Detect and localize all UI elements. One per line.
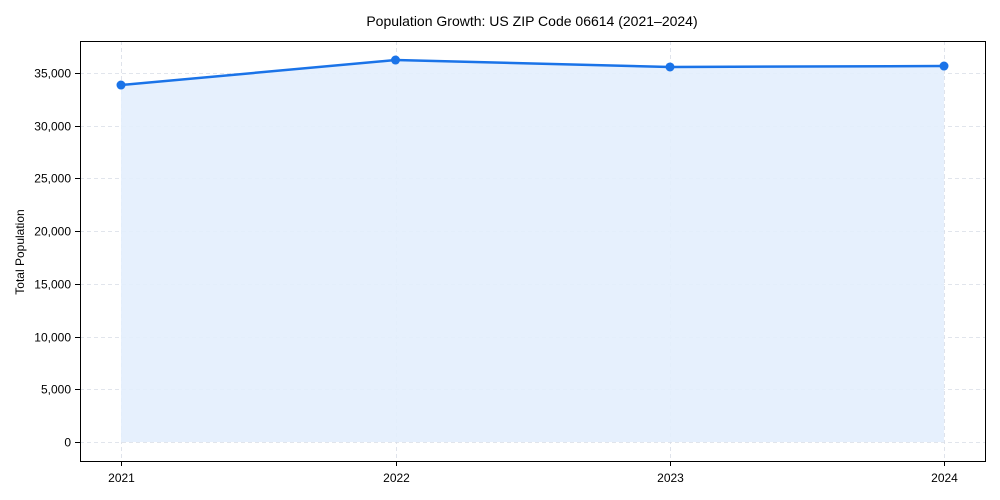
y-tick-label: 0 (64, 436, 71, 450)
y-tick-label: 30,000 (34, 120, 71, 134)
y-tick-label: 20,000 (34, 225, 71, 239)
x-tick-label: 2024 (931, 471, 958, 485)
y-tick-label: 35,000 (34, 67, 71, 81)
area-fill (121, 60, 944, 443)
chart-title: Population Growth: US ZIP Code 06614 (20… (366, 13, 697, 29)
x-axis: 2021 2022 2023 2024 (108, 461, 958, 485)
data-point (391, 55, 400, 65)
y-axis-label: Total Population (13, 209, 27, 294)
y-tick-label: 5,000 (41, 383, 71, 397)
y-axis: 0 5,000 10,000 15,000 20,000 25,000 30,000 35,0… (34, 67, 80, 450)
population-line (120, 58, 945, 87)
x-tick-label: 2022 (383, 471, 410, 485)
y-tick-label: 25,000 (34, 172, 71, 186)
plot-frame (80, 41, 986, 462)
data-point (665, 62, 675, 72)
data-point (939, 61, 949, 71)
data-point (116, 80, 126, 90)
x-tick-label: 2023 (657, 471, 684, 485)
y-tick-label: 15,000 (34, 278, 71, 292)
y-tick-label: 10,000 (34, 331, 71, 345)
x-tick-label: 2021 (108, 471, 135, 485)
data-points (116, 55, 949, 90)
